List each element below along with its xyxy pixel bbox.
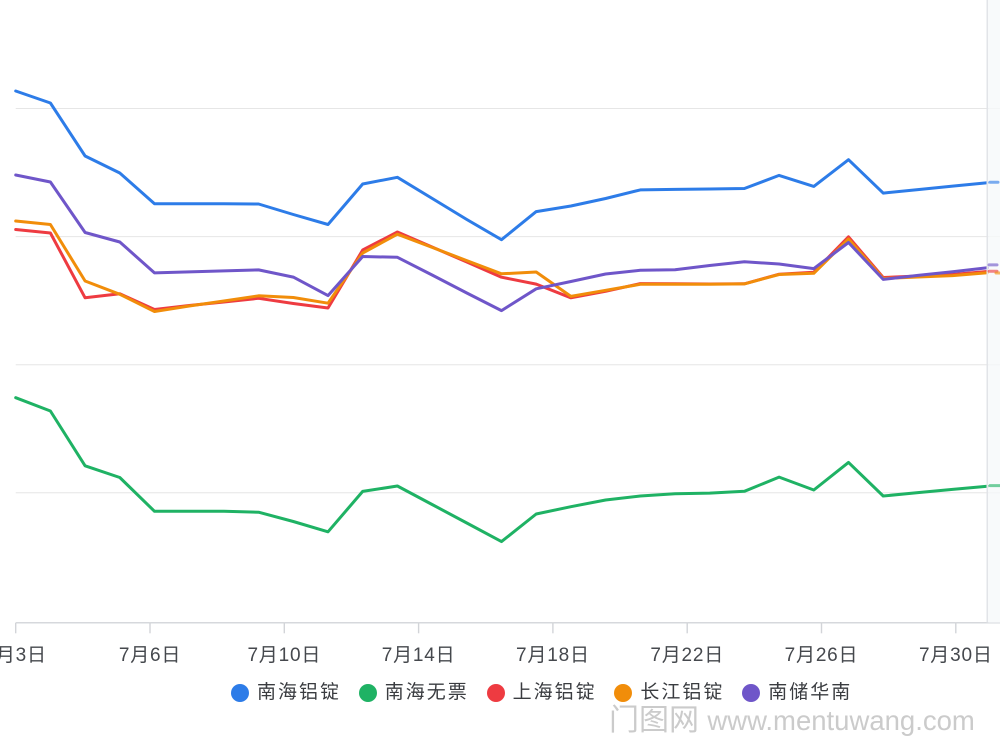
series-line-南海铝锭[interactable] (14, 89, 989, 242)
legend-marker-icon (358, 683, 377, 702)
x-axis-label-2: 7月10日 (247, 645, 322, 666)
x-axis-label-4: 7月18日 (516, 645, 590, 666)
legend-marker-icon (486, 683, 505, 702)
legend-marker-icon (614, 683, 633, 702)
series-line-南海无票[interactable] (14, 396, 989, 544)
watermark: 门图网 www.mentuwang.com (609, 703, 1000, 743)
right-edge-panel (988, 0, 1000, 623)
legend-label: 长江铝锭 (640, 682, 725, 703)
series-line-南储华南[interactable] (14, 173, 989, 313)
legend-marker-icon (231, 683, 249, 702)
series-line-上海铝锭[interactable] (14, 228, 989, 311)
x-axis-label-3: 7月14日 (381, 645, 456, 666)
x-axis-label-1: 7月6日 (118, 645, 182, 666)
watermark-url: www.mentuwang.com (707, 705, 975, 736)
legend: 南海铝锭 南海无票 上海铝锭 长江铝锭 南储华南 (0, 683, 1000, 703)
legend-label: 上海铝锭 (512, 682, 597, 703)
legend-label: 南海铝锭 (257, 682, 342, 703)
x-axis-label-6: 7月26日 (784, 645, 859, 666)
series-line-长江铝锭[interactable] (14, 219, 989, 313)
legend-marker-icon (742, 683, 761, 702)
x-axis-label-0: 7月3日 (0, 645, 47, 666)
legend-label: 南海无票 (384, 682, 469, 703)
watermark-brand: 门图网 (609, 704, 699, 737)
x-axis-label-5: 7月22日 (650, 645, 725, 666)
legend-label: 南储华南 (768, 682, 853, 703)
x-axis-label-7: 7月30日 (918, 645, 993, 666)
